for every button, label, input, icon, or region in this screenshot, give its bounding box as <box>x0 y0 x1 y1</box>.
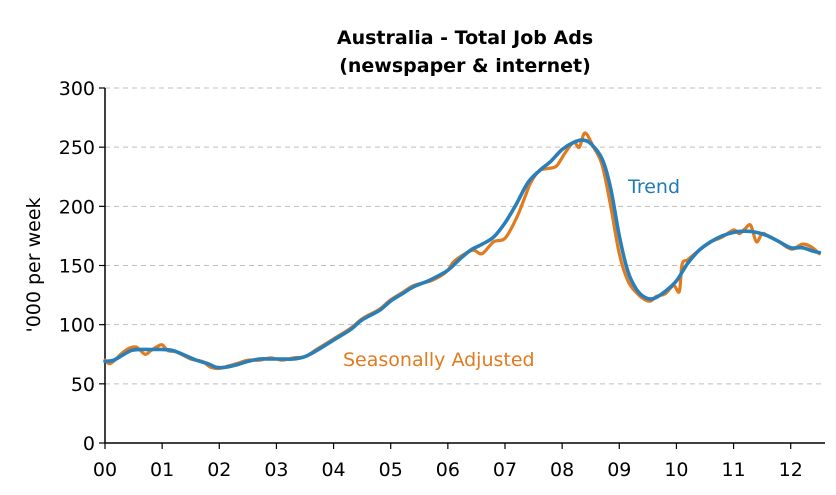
y-tick-label: 200 <box>59 196 95 218</box>
x-tick-label: 07 <box>493 459 517 481</box>
y-tick-label: 150 <box>59 256 95 278</box>
series-line-sa <box>103 131 821 371</box>
x-tick-label: 08 <box>550 459 574 481</box>
x-tick-label: 00 <box>93 459 117 481</box>
x-tick-label: 01 <box>150 459 174 481</box>
x-tick-group: 00 01 02 03 04 05 06 07 08 09 10 11 12 <box>93 443 803 481</box>
y-tick-label: 100 <box>59 315 95 337</box>
y-tick-label: 0 <box>83 433 95 455</box>
seasonally-adjusted-annotation: Seasonally Adjusted <box>343 349 535 371</box>
chart-title: Australia - Total Job Ads <box>336 27 594 49</box>
x-tick-label: 12 <box>779 459 803 481</box>
series-line-trend <box>103 138 822 370</box>
y-tick-group: 0 50 100 150 200 250 300 <box>59 78 105 455</box>
y-axis-label: '000 per week <box>23 197 45 332</box>
x-tick-label: 09 <box>607 459 631 481</box>
x-tick-label: 06 <box>436 459 460 481</box>
chart-subtitle: (newspaper & internet) <box>339 55 591 77</box>
trend-annotation: Trend <box>627 176 680 198</box>
series-group <box>103 131 822 371</box>
x-tick-label: 10 <box>664 459 688 481</box>
x-tick-label: 04 <box>321 459 345 481</box>
y-tick-label: 50 <box>71 374 95 396</box>
y-tick-label: 250 <box>59 137 95 159</box>
x-tick-label: 02 <box>207 459 231 481</box>
y-tick-label: 300 <box>59 78 95 100</box>
x-tick-label: 11 <box>721 459 745 481</box>
gridlines <box>105 87 825 385</box>
x-tick-label: 05 <box>379 459 403 481</box>
x-tick-label: 03 <box>264 459 288 481</box>
